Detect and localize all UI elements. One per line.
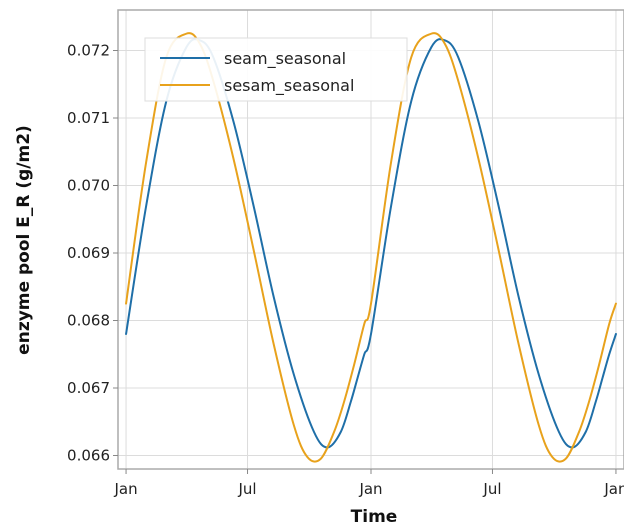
x-tick-label: Jan [113,480,137,498]
x-tick-label: Jul [482,480,501,498]
y-tick-label: 0.067 [67,379,110,397]
y-tick-label: 0.069 [67,244,110,262]
x-tick-label: Jan [603,480,624,498]
y-tick-label: 0.068 [67,312,110,330]
legend-label-sesam-seasonal: sesam_seasonal [224,76,354,96]
axis-ticks: 0.066 0.067 0.068 0.069 0.070 0.071 0.072 Jan Ju… [67,42,624,499]
x-tick-label: Jul [237,480,256,498]
y-tick-label: 0.066 [67,447,110,465]
y-tick-label: 0.070 [67,177,110,195]
y-axis-title: enzyme pool E_R (g/m2) [14,125,34,355]
y-tick-label: 0.072 [67,42,110,60]
y-tick-label: 0.071 [67,109,110,127]
x-tick-label: Jan [358,480,382,498]
x-axis-title: Time [351,507,398,527]
legend-box [144,37,408,102]
legend: seam_seasonal sesam_seasonal [144,37,408,102]
legend-label-seam-seasonal: seam_seasonal [224,49,346,69]
